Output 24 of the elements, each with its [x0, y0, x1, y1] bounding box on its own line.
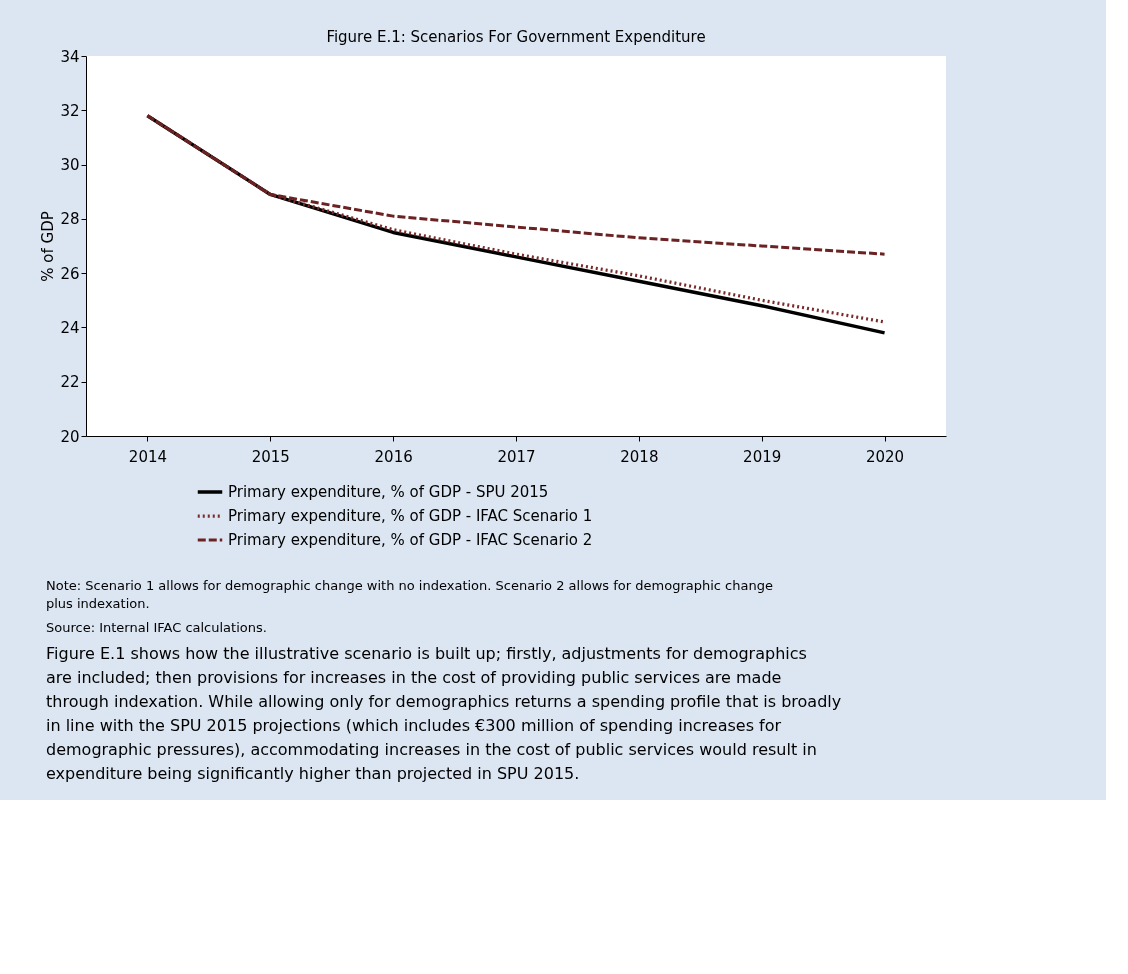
x-tick-label: 2014: [128, 447, 168, 466]
text: Note: Scenario 1 allows for demographic change with no indexation. Scenario 2 allows for demographic change plus indexation.: [46, 578, 773, 611]
y-tick-label: 28: [60, 210, 80, 229]
y-tick-label: 34: [60, 47, 80, 66]
x-tick-label: 2017: [497, 447, 536, 466]
y-tick-label: 32: [60, 101, 80, 120]
source-note: Source: Internal IFAC calculations.: [46, 620, 267, 635]
x-tick-label: 2016: [374, 447, 413, 466]
y-tick-label: 30: [60, 156, 80, 175]
x-tick-label: 2018: [620, 447, 659, 466]
y-tick-label: 22: [60, 373, 80, 392]
y-axis-title: % of GDP: [39, 211, 58, 282]
y-tick-label: 26: [60, 264, 80, 283]
y-tick-label: 20: [60, 427, 80, 446]
y-tick-label: 24: [60, 318, 80, 337]
legend-label: Primary expenditure, % of GDP - IFAC Scenario 2: [228, 531, 593, 549]
text: Figure E.1 shows how the illustrative scenario is built up; firstly, adjustments for demographics are included; then provisions for increases in the cost of providing public services are made through indexation. While allowing only for demographics returns a spending profile that is broadly in line with the SPU 2015 projections (which includes €300 million of spending increases for demographic pressures), accommodating increases in the cost of public services would result in expenditure being significantly higher than projected in SPU 2015.: [46, 644, 842, 783]
chart-title: Figure E.1: Scenarios For Government Expenditure: [326, 28, 706, 46]
legend-label: Primary expenditure, % of GDP - SPU 2015: [228, 483, 549, 501]
line-series: [145, 114, 887, 256]
x-tick-label: 2020: [865, 447, 905, 466]
legend-label: Primary expenditure, % of GDP - IFAC Scenario 1: [228, 507, 593, 525]
x-tick-label: 2019: [743, 447, 782, 466]
x-tick-label: 2015: [251, 447, 290, 466]
